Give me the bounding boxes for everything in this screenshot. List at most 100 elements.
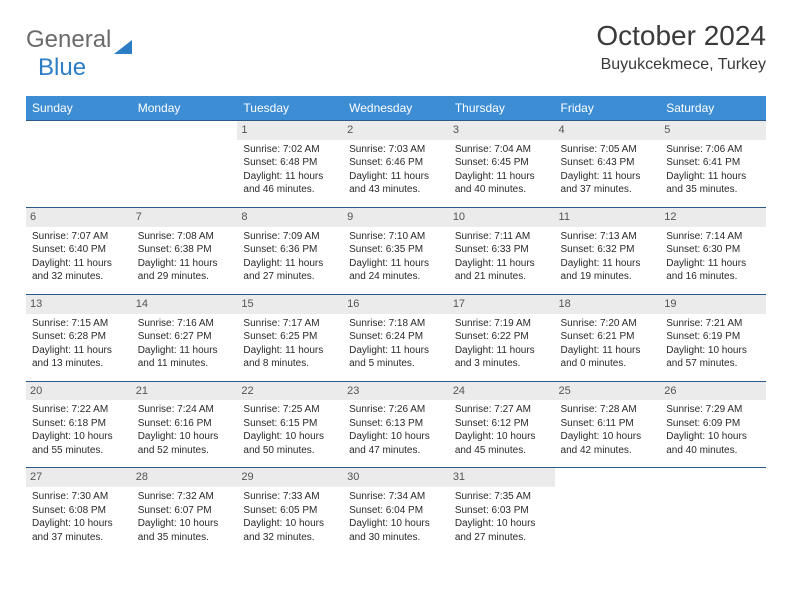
daylight-text: Daylight: 10 hours: [561, 430, 655, 444]
sunrise-text: Sunrise: 7:32 AM: [138, 490, 232, 504]
sunrise-text: Sunrise: 7:29 AM: [666, 403, 760, 417]
day-cell-8: 8Sunrise: 7:09 AMSunset: 6:36 PMDaylight…: [237, 207, 343, 294]
daylight-text: and 11 minutes.: [138, 357, 232, 371]
logo-triangle-icon: [114, 40, 132, 54]
day-cell-1: 1Sunrise: 7:02 AMSunset: 6:48 PMDaylight…: [237, 121, 343, 208]
daylight-text: Daylight: 11 hours: [243, 257, 337, 271]
sunrise-text: Sunrise: 7:19 AM: [455, 317, 549, 331]
sunset-text: Sunset: 6:25 PM: [243, 330, 337, 344]
empty-cell: [26, 121, 132, 208]
daylight-text: Daylight: 11 hours: [243, 170, 337, 184]
week-row: 6Sunrise: 7:07 AMSunset: 6:40 PMDaylight…: [26, 207, 766, 294]
sunrise-text: Sunrise: 7:14 AM: [666, 230, 760, 244]
daylight-text: and 8 minutes.: [243, 357, 337, 371]
sunset-text: Sunset: 6:11 PM: [561, 417, 655, 431]
day-cell-10: 10Sunrise: 7:11 AMSunset: 6:33 PMDayligh…: [449, 207, 555, 294]
day-cell-26: 26Sunrise: 7:29 AMSunset: 6:09 PMDayligh…: [660, 381, 766, 468]
month-title: October 2024: [596, 20, 766, 52]
day-cell-7: 7Sunrise: 7:08 AMSunset: 6:38 PMDaylight…: [132, 207, 238, 294]
day-number: 23: [343, 382, 449, 401]
day-cell-11: 11Sunrise: 7:13 AMSunset: 6:32 PMDayligh…: [555, 207, 661, 294]
daylight-text: and 42 minutes.: [561, 444, 655, 458]
day-number: 20: [26, 382, 132, 401]
daylight-text: Daylight: 10 hours: [138, 430, 232, 444]
day-cell-6: 6Sunrise: 7:07 AMSunset: 6:40 PMDaylight…: [26, 207, 132, 294]
sunrise-text: Sunrise: 7:35 AM: [455, 490, 549, 504]
sunrise-text: Sunrise: 7:03 AM: [349, 143, 443, 157]
daylight-text: and 30 minutes.: [349, 531, 443, 545]
daylight-text: Daylight: 11 hours: [138, 344, 232, 358]
sunset-text: Sunset: 6:15 PM: [243, 417, 337, 431]
calendar-body: 1Sunrise: 7:02 AMSunset: 6:48 PMDaylight…: [26, 121, 766, 555]
daylight-text: and 40 minutes.: [666, 444, 760, 458]
sunrise-text: Sunrise: 7:07 AM: [32, 230, 126, 244]
empty-cell: [555, 468, 661, 554]
day-cell-3: 3Sunrise: 7:04 AMSunset: 6:45 PMDaylight…: [449, 121, 555, 208]
daylight-text: Daylight: 10 hours: [666, 430, 760, 444]
daylight-text: and 0 minutes.: [561, 357, 655, 371]
day-number: 30: [343, 468, 449, 487]
sunrise-text: Sunrise: 7:05 AM: [561, 143, 655, 157]
day-number: 12: [660, 208, 766, 227]
sunrise-text: Sunrise: 7:10 AM: [349, 230, 443, 244]
sunrise-text: Sunrise: 7:18 AM: [349, 317, 443, 331]
day-cell-4: 4Sunrise: 7:05 AMSunset: 6:43 PMDaylight…: [555, 121, 661, 208]
day-cell-30: 30Sunrise: 7:34 AMSunset: 6:04 PMDayligh…: [343, 468, 449, 554]
daylight-text: Daylight: 10 hours: [455, 430, 549, 444]
sunset-text: Sunset: 6:21 PM: [561, 330, 655, 344]
day-number: 17: [449, 295, 555, 314]
sunset-text: Sunset: 6:32 PM: [561, 243, 655, 257]
daylight-text: and 40 minutes.: [455, 183, 549, 197]
empty-cell: [132, 121, 238, 208]
daylight-text: Daylight: 11 hours: [561, 170, 655, 184]
location-label: Buyukcekmece, Turkey: [596, 56, 766, 74]
day-number: 15: [237, 295, 343, 314]
sunrise-text: Sunrise: 7:13 AM: [561, 230, 655, 244]
sunrise-text: Sunrise: 7:30 AM: [32, 490, 126, 504]
sunset-text: Sunset: 6:12 PM: [455, 417, 549, 431]
week-row: 1Sunrise: 7:02 AMSunset: 6:48 PMDaylight…: [26, 121, 766, 208]
day-number: 27: [26, 468, 132, 487]
daylight-text: and 57 minutes.: [666, 357, 760, 371]
sunset-text: Sunset: 6:43 PM: [561, 156, 655, 170]
header: General Blue October 2024 Buyukcekmece, …: [26, 20, 766, 82]
day-cell-25: 25Sunrise: 7:28 AMSunset: 6:11 PMDayligh…: [555, 381, 661, 468]
sunrise-text: Sunrise: 7:25 AM: [243, 403, 337, 417]
daylight-text: Daylight: 10 hours: [349, 430, 443, 444]
day-cell-19: 19Sunrise: 7:21 AMSunset: 6:19 PMDayligh…: [660, 294, 766, 381]
title-block: October 2024 Buyukcekmece, Turkey: [596, 20, 766, 74]
sunrise-text: Sunrise: 7:16 AM: [138, 317, 232, 331]
daylight-text: Daylight: 10 hours: [455, 517, 549, 531]
logo: General Blue: [26, 20, 132, 82]
sunset-text: Sunset: 6:30 PM: [666, 243, 760, 257]
sunrise-text: Sunrise: 7:02 AM: [243, 143, 337, 157]
daylight-text: Daylight: 11 hours: [561, 344, 655, 358]
sunset-text: Sunset: 6:45 PM: [455, 156, 549, 170]
daylight-text: and 35 minutes.: [666, 183, 760, 197]
sunrise-text: Sunrise: 7:27 AM: [455, 403, 549, 417]
day-number: 21: [132, 382, 238, 401]
daylight-text: Daylight: 11 hours: [243, 344, 337, 358]
sunrise-text: Sunrise: 7:24 AM: [138, 403, 232, 417]
sunrise-text: Sunrise: 7:15 AM: [32, 317, 126, 331]
day-cell-18: 18Sunrise: 7:20 AMSunset: 6:21 PMDayligh…: [555, 294, 661, 381]
daylight-text: Daylight: 10 hours: [666, 344, 760, 358]
sunrise-text: Sunrise: 7:04 AM: [455, 143, 549, 157]
daylight-text: Daylight: 11 hours: [666, 170, 760, 184]
daylight-text: and 32 minutes.: [243, 531, 337, 545]
day-header-monday: Monday: [132, 96, 238, 121]
day-cell-14: 14Sunrise: 7:16 AMSunset: 6:27 PMDayligh…: [132, 294, 238, 381]
week-row: 20Sunrise: 7:22 AMSunset: 6:18 PMDayligh…: [26, 381, 766, 468]
day-header-friday: Friday: [555, 96, 661, 121]
daylight-text: Daylight: 10 hours: [32, 517, 126, 531]
day-number: 28: [132, 468, 238, 487]
logo-stack: General Blue: [26, 26, 132, 82]
daylight-text: and 47 minutes.: [349, 444, 443, 458]
daylight-text: and 27 minutes.: [243, 270, 337, 284]
daylight-text: Daylight: 10 hours: [138, 517, 232, 531]
sunset-text: Sunset: 6:41 PM: [666, 156, 760, 170]
week-row: 27Sunrise: 7:30 AMSunset: 6:08 PMDayligh…: [26, 468, 766, 554]
day-cell-16: 16Sunrise: 7:18 AMSunset: 6:24 PMDayligh…: [343, 294, 449, 381]
day-cell-13: 13Sunrise: 7:15 AMSunset: 6:28 PMDayligh…: [26, 294, 132, 381]
sunset-text: Sunset: 6:24 PM: [349, 330, 443, 344]
